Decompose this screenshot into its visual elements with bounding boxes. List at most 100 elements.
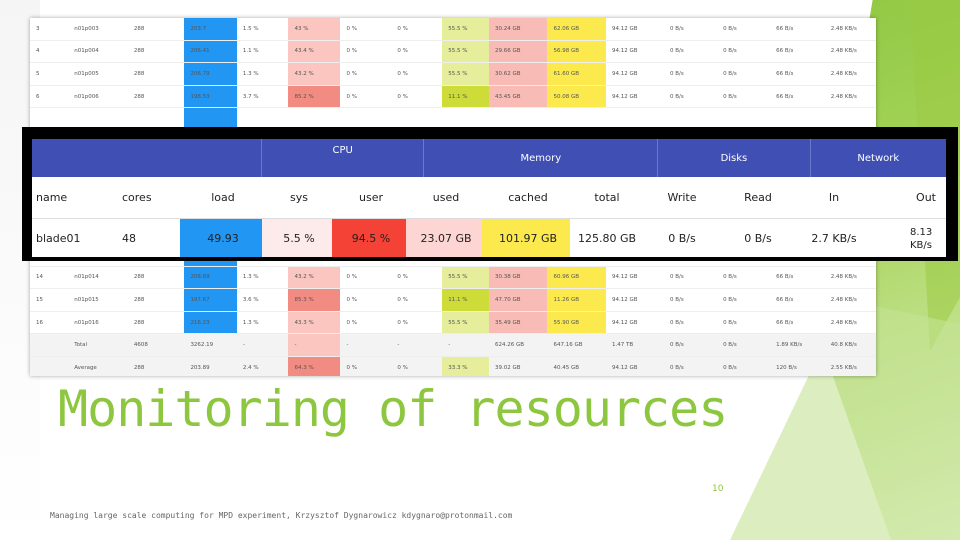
cell-w: 0 B/s	[664, 18, 718, 41]
cell-cores: 288	[127, 85, 185, 109]
cell-idx: 5	[30, 62, 69, 86]
cell-total: 94.12 GB	[605, 266, 665, 290]
cell-name: n01p006	[68, 85, 128, 109]
cell-c1: 0 %	[340, 266, 392, 290]
cell-name: n01p004	[68, 40, 128, 64]
cell-cores: 288	[127, 288, 185, 312]
group-cpu: CPU	[262, 139, 425, 177]
cell-user: 43 %	[288, 18, 341, 41]
cell-sys: 1.3 %	[236, 266, 289, 290]
cell-c3: 55.5 %	[442, 40, 489, 64]
cell-cached: 55.90 GB	[547, 311, 606, 335]
cell-r: 0 B/s	[717, 311, 771, 335]
cell-load: 203.89	[184, 356, 237, 376]
cell-sys: -	[236, 333, 289, 357]
cell-c2: 0 %	[391, 311, 443, 335]
cell-r: 0 B/s	[717, 356, 771, 376]
table-row: 6 n01p006 288 198.53 3.7 % 85.2 % 0 % 0 % 11.1 %…	[30, 85, 876, 109]
cell-total: 1.47 TB	[605, 333, 665, 357]
cell-w: 0 B/s	[664, 85, 718, 109]
cell-r: 0 B/s	[717, 266, 771, 290]
cell-cached: 11.26 GB	[547, 288, 606, 312]
table-row: 14 n01p014 288 208.69 1.3 % 43.2 % 0 % 0 % 55.5 …	[30, 266, 876, 290]
col-user[interactable]: user	[359, 191, 383, 204]
cell-cores: 288	[127, 40, 185, 64]
cell-out: 2.55 KB/s	[824, 356, 876, 376]
table-row: blade01 48 49.93 5.5 % 94.5 % 23.07 GB 1…	[32, 219, 946, 257]
cell-out: 2.48 KB/s	[824, 40, 876, 64]
cell-c1: 0 %	[340, 356, 392, 376]
col-sys[interactable]: sys	[290, 191, 308, 204]
cell-load: 3262.19	[184, 333, 237, 357]
cell-in: 66 B/s	[770, 62, 825, 86]
column-header: name cores load sys user used cached tot…	[32, 177, 946, 219]
cell-cached: 101.97 GB	[482, 219, 570, 257]
col-total[interactable]: total	[594, 191, 620, 204]
cell-c2: 0 %	[391, 266, 443, 290]
cell-out: 2.48 KB/s	[824, 288, 876, 312]
cell-total: 125.80 GB	[577, 232, 637, 245]
cell-sys: 5.5 %	[262, 219, 332, 257]
cell-read: 0 B/s	[744, 232, 772, 245]
cell-used: 23.07 GB	[406, 219, 482, 257]
cell-r: 0 B/s	[717, 288, 771, 312]
cell-cached: 62.06 GB	[547, 18, 606, 41]
cell-w: 0 B/s	[664, 333, 718, 357]
cell-out: 40.8 KB/s	[824, 333, 876, 357]
col-name[interactable]: name	[36, 191, 68, 204]
highlight-frame: CPU Memory Disks Network name cores load…	[22, 127, 958, 261]
cell-idx: 6	[30, 85, 69, 109]
col-read[interactable]: Read	[744, 191, 772, 204]
cell-in: 120 B/s	[770, 356, 825, 376]
cell-cores: 4608	[127, 333, 185, 357]
col-write[interactable]: Write	[667, 191, 697, 204]
table-row: 5 n01p005 288 206.79 1.3 % 43.2 % 0 % 0 % 55.5 %…	[30, 62, 876, 86]
cell-user: 43.2 %	[288, 62, 341, 86]
cell-user: 64.3 %	[288, 356, 341, 376]
cell-used: 30.38 GB	[488, 266, 548, 290]
cell-in: 66 B/s	[770, 18, 825, 41]
cell-c2: 0 %	[391, 18, 443, 41]
cell-cached: 56.98 GB	[547, 40, 606, 64]
col-cached[interactable]: cached	[508, 191, 548, 204]
cell-c2: 0 %	[391, 62, 443, 86]
cell-in: 2.7 KB/s	[811, 232, 857, 245]
cell-c1: 0 %	[340, 40, 392, 64]
col-used[interactable]: used	[432, 191, 460, 204]
cell-c3: -	[442, 333, 489, 357]
cell-sys: 1.5 %	[236, 18, 289, 41]
cell-load: 49.93	[180, 219, 262, 257]
cell-out: 2.48 KB/s	[824, 85, 876, 109]
cell-load: 208.69	[184, 266, 237, 290]
cell-load: 216.23	[184, 311, 237, 335]
cell-user: 85.2 %	[288, 85, 341, 109]
cell-total: 94.12 GB	[605, 85, 665, 109]
cell-c1: 0 %	[340, 311, 392, 335]
cell-name: n01p015	[68, 288, 128, 312]
cell-used: 624.26 GB	[488, 333, 548, 357]
col-in[interactable]: In	[828, 191, 840, 204]
cell-total: 94.12 GB	[605, 311, 665, 335]
cell-c1: 0 %	[340, 85, 392, 109]
cell-c1: 0 %	[340, 288, 392, 312]
cell-cached: 50.08 GB	[547, 85, 606, 109]
cell-used: 47.70 GB	[488, 288, 548, 312]
slide-title: Monitoring of resources	[58, 380, 728, 438]
cell-total: 94.12 GB	[605, 356, 665, 376]
group-network: Network	[857, 152, 900, 164]
cell-load: 206.79	[184, 62, 237, 86]
cell-c3: 55.5 %	[442, 266, 489, 290]
cell-name: n01p003	[68, 18, 128, 41]
cell-idx: 4	[30, 40, 69, 64]
cell-name: Total	[68, 333, 128, 357]
cell-used: 30.24 GB	[488, 18, 548, 41]
cell-c2: 0 %	[391, 85, 443, 109]
table-row: 15 n01p015 288 197.67 3.6 % 85.3 % 0 % 0 % 11.1 …	[30, 288, 876, 312]
cell-sys: 3.7 %	[236, 85, 289, 109]
col-load[interactable]: load	[211, 191, 235, 204]
table-row: Total 4608 3262.19- - - - -624.26 GB 647.16 GB 1…	[30, 333, 876, 357]
table-row: 3 n01p003 288 203.7 1.5 % 43 % 0 % 0 % 55.5 % 30.…	[30, 18, 876, 41]
cell-total: 94.12 GB	[605, 288, 665, 312]
col-out[interactable]: Out	[916, 191, 936, 204]
col-cores[interactable]: cores	[122, 191, 152, 204]
